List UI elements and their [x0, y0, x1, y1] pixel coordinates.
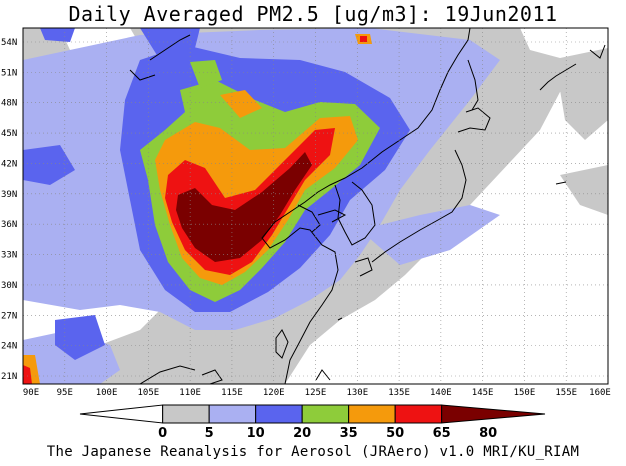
lon-tick-label: 135E [388, 388, 410, 398]
lat-tick-label: 51N [1, 68, 17, 78]
contour-35-50-top [190, 60, 222, 88]
lat-tick-label: 24N [1, 342, 17, 352]
coast-nw [129, 69, 156, 81]
lat-tick-label: 39N [1, 190, 17, 200]
lon-tick-label: 155E [555, 388, 577, 398]
island-east [555, 181, 567, 185]
lat-tick-label: 54N [1, 38, 17, 48]
lat-tick-label: 48N [1, 99, 17, 109]
map-title: Daily Averaged PM2.5 [ug/m3]: 19Jun2011 [68, 2, 558, 26]
colorbar-segment [79, 404, 164, 424]
japan-hokkaido [457, 107, 491, 133]
contour-20-35-nw [40, 28, 75, 42]
coastlines [129, 28, 606, 384]
korea-coast [334, 181, 376, 246]
contour-80-plus [176, 152, 312, 262]
lat-tick-label: 30N [1, 281, 17, 291]
patch-red-north [360, 36, 367, 42]
clear-area-ne [520, 28, 608, 58]
japan-kyushu [354, 257, 373, 277]
lon-tick-label: 90E [23, 388, 39, 398]
lon-tick-label: 125E [305, 388, 327, 398]
kurils [539, 63, 577, 91]
lake-baikal [149, 34, 191, 61]
colorbar-segment [208, 404, 257, 424]
lon-tick-label: 145E [472, 388, 494, 398]
lon-tick-label: 140E [430, 388, 452, 398]
grid-lines [23, 28, 608, 384]
lat-tick-label: 21N [1, 372, 17, 382]
lat-tick-label: 27N [1, 311, 17, 321]
lat-tick-label: 36N [1, 220, 17, 230]
contour-5-10-patch-e [560, 165, 608, 215]
longitude-labels: 90E 95E 100E 105E 110E 115E 120E 125E 130E 135E 14… [23, 388, 611, 398]
vietnam-coast [139, 365, 196, 384]
colorbar-segment [348, 404, 396, 424]
lat-tick-label: 33N [1, 251, 17, 261]
hainan [201, 369, 223, 384]
concentration-field [23, 28, 608, 384]
contour-5-10-patch-ne [555, 50, 608, 140]
footer-credit: The Japanese Reanalysis for Aerosol (JRA… [46, 444, 580, 460]
colorbar-level-label: 65 [433, 426, 451, 441]
island-s [337, 317, 343, 321]
kamchatka-tip [589, 44, 606, 59]
colorbar-segment [441, 404, 546, 424]
japan-honshu [371, 149, 467, 263]
colorbar-level-label: 50 [386, 426, 404, 441]
plot-frame [22, 27, 609, 385]
colorbar-segment [255, 404, 303, 424]
lat-tick-label: 42N [1, 159, 17, 169]
lon-tick-label: 160E [589, 388, 611, 398]
lon-tick-label: 120E [263, 388, 285, 398]
colorbar-segment [394, 404, 443, 424]
colorbar-segment [301, 404, 350, 424]
lon-tick-label: 100E [96, 388, 118, 398]
contour-20-35-top [140, 28, 200, 60]
lon-tick-label: 150E [514, 388, 536, 398]
bohai-bay [297, 204, 321, 233]
sakhalin [467, 59, 479, 111]
contour-20-35-left [23, 145, 75, 185]
colorbar-level-label: 35 [340, 426, 358, 441]
contour-10-20-japan [360, 205, 500, 265]
colorbar-level-label: 10 [247, 426, 265, 441]
china-coast [261, 28, 471, 384]
lon-tick-label: 110E [179, 388, 201, 398]
colorbar-level-label: 20 [293, 426, 311, 441]
philippines [315, 369, 331, 381]
taiwan [275, 329, 289, 359]
lon-tick-label: 115E [221, 388, 243, 398]
colorbar-level-label: 80 [479, 426, 497, 441]
colorbar-level-label: 0 [158, 426, 167, 441]
lon-tick-label: 105E [138, 388, 160, 398]
colorbar: 0 5 10 20 35 50 65 80 [79, 404, 546, 441]
latitude-labels: 54N 51N 48N 45N 42N 39N 36N 33N 30N 27N 24N 21N [1, 38, 17, 382]
contour-50-65-nw [220, 90, 262, 118]
lat-tick-label: 45N [1, 129, 17, 139]
contour-20-35-sw [55, 315, 105, 360]
colorbar-segment [162, 404, 210, 424]
colorbar-level-label: 5 [205, 426, 214, 441]
lon-tick-label: 95E [57, 388, 73, 398]
lon-tick-label: 130E [346, 388, 368, 398]
patch-sw-corner-red [23, 365, 32, 384]
shandong [317, 209, 347, 223]
